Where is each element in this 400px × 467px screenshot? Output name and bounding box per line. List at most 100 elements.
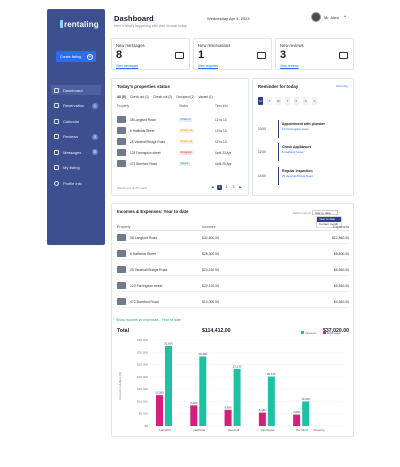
day-sunday[interactable]: S bbox=[312, 97, 317, 105]
bar-expenses bbox=[156, 395, 163, 426]
table-row[interactable]: 25 Vauxhall Bridge Road Check out 12 to … bbox=[117, 138, 245, 148]
event-time: 14:00 bbox=[258, 174, 266, 178]
period-select[interactable]: Year to date bbox=[312, 210, 338, 215]
property-thumbnail bbox=[117, 160, 126, 167]
messages-icon bbox=[54, 149, 59, 155]
status-badge: Check out bbox=[179, 128, 194, 133]
bar-incomes bbox=[302, 401, 310, 426]
day-saturday[interactable]: S bbox=[303, 97, 308, 105]
table-row[interactable]: 38 Langford Road $32,600.00 $12,560.00 bbox=[117, 232, 349, 244]
event-time: 10:00 bbox=[258, 127, 266, 131]
app-logo[interactable]: rentaling bbox=[60, 20, 99, 29]
day-friday[interactable]: F bbox=[294, 97, 299, 105]
total-income: $114,412.00 bbox=[202, 328, 231, 334]
table-row[interactable]: 25 Vauxhall Bridge Road $23,230.00 $6,56… bbox=[117, 264, 349, 276]
property-thumbnail bbox=[117, 116, 126, 123]
stat-label: New reservations bbox=[198, 43, 231, 48]
sidebar-nav: Dashboard Reservation 1 Calendar Reviews 3… bbox=[51, 85, 101, 194]
event-title: Appointment with plumber bbox=[282, 122, 325, 126]
reminder-panel: Reminder for today Next day M T W T F S … bbox=[252, 78, 354, 196]
tab-check-out-2[interactable]: Check out (2) bbox=[153, 95, 173, 99]
income-value: $32,600.00 bbox=[202, 236, 219, 240]
property-name: 6 Hatfields Street bbox=[130, 129, 155, 133]
totals-row: Total $114,412.00 $37,020.00 bbox=[117, 328, 349, 338]
day-wednesday[interactable]: W bbox=[276, 97, 281, 105]
table-row[interactable]: 6 Hatfields Street $28,300.00 $8,400.00 bbox=[117, 248, 349, 260]
table-row[interactable]: 38 Langford Road Check in 12 to 13 bbox=[117, 116, 245, 126]
property-thumbnail bbox=[117, 127, 126, 134]
sidebar-item-label: Reservation bbox=[63, 103, 85, 108]
x-tick-label: Burnford bbox=[296, 428, 308, 432]
sidebar-item-label: Reviews bbox=[63, 134, 79, 139]
sidebar-item-messages[interactable]: Messages 8 bbox=[51, 147, 101, 157]
sidebar-item-label: Messages bbox=[63, 149, 82, 155]
sidebar-item-dashboard[interactable]: Dashboard bbox=[51, 85, 101, 95]
day-monday[interactable]: M bbox=[258, 97, 263, 105]
next-page-icon[interactable]: ▶ bbox=[239, 185, 242, 189]
tab-check-out-1[interactable]: Check out (1) bbox=[129, 95, 149, 99]
option-year-to-date[interactable]: Year to date bbox=[317, 217, 341, 222]
sidebar-item-reservation[interactable]: Reservation 1 bbox=[51, 101, 101, 111]
day-thursday[interactable]: T bbox=[285, 97, 290, 105]
data-label: 20,120 bbox=[267, 372, 276, 376]
next-day-link[interactable]: Next day bbox=[336, 84, 348, 88]
page-1-button[interactable]: 1 bbox=[217, 185, 222, 190]
tab-all[interactable]: All (5) bbox=[117, 95, 126, 99]
chevron-down-icon[interactable]: ⌄ bbox=[343, 13, 348, 19]
option-current-month[interactable]: Current month bbox=[319, 222, 339, 226]
week-day-picker: M T W T F S S bbox=[258, 97, 317, 105]
bar-incomes bbox=[165, 345, 172, 426]
sidebar-item-my-listing[interactable]: My listing bbox=[51, 163, 101, 173]
y-tick-label: $15,000 bbox=[137, 387, 148, 391]
stat-card-reservations: New reservations 1 View requests bbox=[193, 38, 272, 70]
bar-expenses bbox=[224, 409, 232, 426]
expense-value: $8,400.00 bbox=[333, 252, 349, 256]
create-listing-button[interactable]: Create listing + bbox=[56, 51, 96, 62]
sidebar-item-label: Calendar bbox=[63, 118, 80, 124]
view-messages-link[interactable]: View messages bbox=[116, 64, 139, 68]
avatar[interactable] bbox=[311, 12, 321, 22]
property-name: 6 Hatfields Street bbox=[130, 252, 157, 256]
legend-swatch bbox=[301, 331, 304, 334]
tab-occupied[interactable]: Occupied (1) bbox=[176, 95, 195, 99]
column-header: Expenses bbox=[333, 225, 349, 229]
dashboard-icon bbox=[54, 87, 59, 93]
legend-label: Incomes bbox=[305, 331, 317, 335]
results-count: Showing 5 of 25 result bbox=[117, 186, 147, 190]
sidebar-item-profile-info[interactable]: Profile info bbox=[51, 178, 101, 188]
event-item[interactable]: Regular Inspection 25 Vauxhall Bridge Ro… bbox=[278, 167, 368, 185]
time-info: 12 to 13 bbox=[215, 140, 227, 144]
time-info: Until 23 Apr bbox=[215, 151, 232, 155]
sidebar-item-calendar[interactable]: Calendar bbox=[51, 116, 101, 126]
table-row[interactable]: 123 Farringdon street Occupied Until 23 … bbox=[117, 149, 245, 159]
table-row[interactable]: 6 Hatfields Street Check out 13 to 13 bbox=[117, 127, 245, 137]
y-tick-label: $30,000 bbox=[137, 350, 148, 354]
view-requests-link[interactable]: View requests bbox=[198, 64, 218, 68]
expense-value: $4,650.00 bbox=[333, 300, 349, 304]
tab-vacant[interactable]: Vacant (1) bbox=[198, 95, 213, 99]
bar-expenses bbox=[190, 405, 198, 426]
sidebar-item-reviews[interactable]: Reviews 3 bbox=[51, 132, 101, 142]
table-header: Property Status Time info bbox=[117, 104, 245, 110]
income-value: $23,230.00 bbox=[202, 268, 219, 272]
property-name: 38 Langford Road bbox=[130, 236, 158, 240]
event-item[interactable]: Check Appliances 6 Hatfields Street bbox=[278, 143, 368, 161]
prev-page-icon[interactable]: ◀ bbox=[211, 185, 214, 189]
page-2-button[interactable]: 2 bbox=[225, 185, 228, 189]
calendar-check-icon bbox=[257, 52, 266, 59]
plus-icon: + bbox=[87, 53, 93, 60]
property-thumbnail bbox=[117, 234, 126, 241]
user-name[interactable]: Mr. Alexi bbox=[324, 15, 340, 20]
event-item[interactable]: Appointment with plumber 123 Farringdon … bbox=[278, 120, 368, 138]
table-row[interactable]: 123 Farringdon street $20,120.00 $5,460.… bbox=[117, 280, 349, 292]
page-3-button[interactable]: 3 bbox=[232, 185, 235, 189]
calendar-icon bbox=[54, 118, 59, 124]
data-label: 5,460 bbox=[259, 408, 266, 412]
day-tuesday[interactable]: T bbox=[267, 97, 272, 105]
chart-toggle[interactable]: ⌃ Show income vs expenses - Year to date bbox=[112, 318, 181, 322]
reviews-badge: 3 bbox=[92, 133, 98, 140]
view-reviews-link[interactable]: View reviews bbox=[280, 64, 299, 68]
stat-value: 3 bbox=[280, 49, 287, 61]
table-row[interactable]: 472 Burnford Road $10,000.00 $4,650.00 bbox=[117, 296, 349, 308]
table-row[interactable]: 472 Burnford Road Vacant Until 25 Apr bbox=[117, 160, 245, 170]
